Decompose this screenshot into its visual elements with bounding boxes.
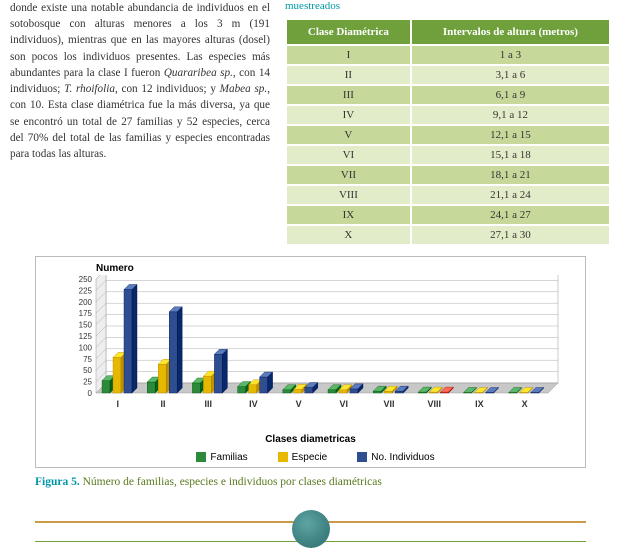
svg-text:IV: IV [249,399,258,409]
cell-clase: I [286,45,411,65]
cell-interval: 6,1 a 9 [411,85,610,105]
svg-text:V: V [296,399,302,409]
svg-text:VIII: VIII [427,399,441,409]
cell-interval: 12,1 a 15 [411,125,610,145]
p-text: , con 12 individuos; y [115,83,220,95]
figure-caption: Figura 5. Número de familias, especies e… [35,476,586,488]
legend-swatch-icon [278,452,288,462]
cell-clase: V [286,125,411,145]
cell-interval: 21,1 a 24 [411,185,610,205]
cell-clase: IX [286,205,411,225]
cell-interval: 15,1 a 18 [411,145,610,165]
species-3: Mabea sp. [220,83,268,95]
y-axis-label: Numero [96,263,134,274]
legend-item: Especie [268,452,328,463]
cell-interval: 9,1 a 12 [411,105,610,125]
svg-text:50: 50 [83,366,92,375]
figure-number: Figura 5. [35,476,80,488]
species-2: T. rhoifolia [64,83,115,95]
cell-interval: 3,1 a 6 [411,65,610,85]
table-row: X27,1 a 30 [286,225,610,245]
cell-clase: II [286,65,411,85]
cell-interval: 27,1 a 30 [411,225,610,245]
svg-text:25: 25 [83,378,92,387]
cell-interval: 1 a 3 [411,45,610,65]
table-row: VI15,1 a 18 [286,145,610,165]
svg-text:0: 0 [88,389,93,398]
svg-text:I: I [117,399,120,409]
cell-clase: VIII [286,185,411,205]
cell-clase: VI [286,145,411,165]
x-axis-label: Clases diametricas [36,434,585,445]
svg-text:150: 150 [79,321,93,330]
altura-table: Clase Diamétrica Intervalos de altura (m… [285,18,611,246]
legend-swatch-icon [357,452,367,462]
chart-legend: Familias Especie No. Individuos [36,452,585,463]
svg-text:IX: IX [475,399,484,409]
th-interval: Intervalos de altura (metros) [411,19,610,45]
svg-text:100: 100 [79,343,93,352]
table-row: VII18,1 a 21 [286,165,610,185]
table-row: I1 a 3 [286,45,610,65]
legend-item: Familias [186,452,247,463]
svg-text:75: 75 [83,355,92,364]
svg-text:II: II [161,399,166,409]
table-row: IX24,1 a 27 [286,205,610,225]
svg-text:175: 175 [79,309,93,318]
svg-text:225: 225 [79,286,93,295]
svg-text:VII: VII [384,399,395,409]
svg-text:200: 200 [79,298,93,307]
cell-clase: IV [286,105,411,125]
table-row: VIII21,1 a 24 [286,185,610,205]
body-paragraph: donde existe una notable abundancia de i… [10,0,285,246]
bar-chart: 0255075100125150175200225250IIIIIIIVVVIV… [48,275,568,420]
cell-clase: VII [286,165,411,185]
table-row: IV9,1 a 12 [286,105,610,125]
figure-text: Número de familias, especies e individuo… [80,476,382,488]
cell-clase: X [286,225,411,245]
svg-text:X: X [522,399,528,409]
table-row: III6,1 a 9 [286,85,610,105]
table-caption: muestreados [285,0,611,12]
table-body: I1 a 3II3,1 a 6III6,1 a 9IV9,1 a 12V12,1… [286,45,610,245]
svg-text:125: 125 [79,332,93,341]
svg-text:III: III [204,399,212,409]
chart-container: Numero 0255075100125150175200225250IIIII… [35,256,586,468]
footer-ornament-icon [292,510,330,548]
cell-clase: III [286,85,411,105]
svg-text:250: 250 [79,275,93,284]
table-row: II3,1 a 6 [286,65,610,85]
cell-interval: 24,1 a 27 [411,205,610,225]
table-row: V12,1 a 15 [286,125,610,145]
species-1: Quararibea sp. [164,67,233,79]
svg-text:VI: VI [340,399,349,409]
legend-item: No. Individuos [347,452,434,463]
legend-swatch-icon [196,452,206,462]
th-clase: Clase Diamétrica [286,19,411,45]
cell-interval: 18,1 a 21 [411,165,610,185]
